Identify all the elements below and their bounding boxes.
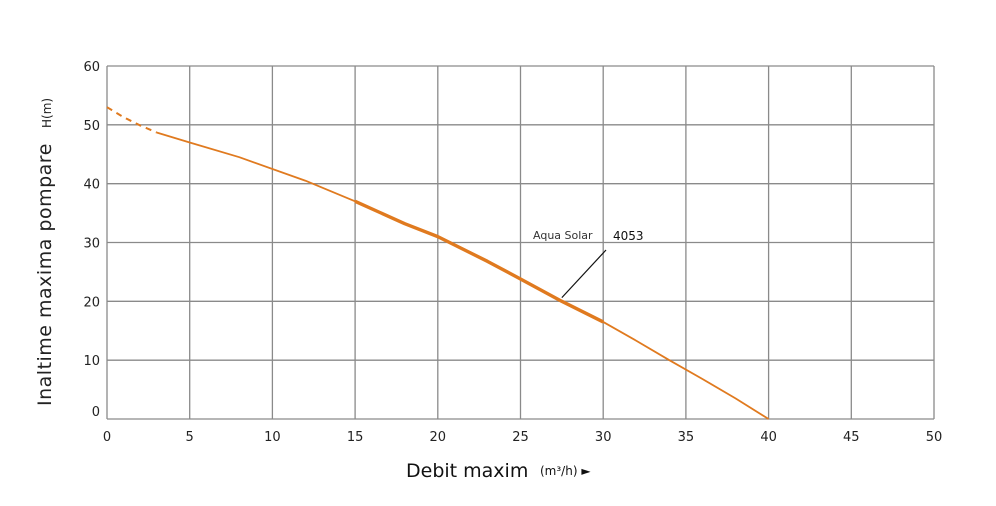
y-axis-ticks: 0 10 20 30 40 50 60: [83, 60, 100, 420]
x-tick-label: 15: [347, 430, 364, 445]
x-tick-label: 20: [430, 430, 447, 445]
y-axis-unit: H(m): [40, 98, 54, 128]
x-tick-label: 30: [595, 430, 612, 445]
series-layer: [106, 106, 770, 420]
x-tick-label: 50: [926, 430, 943, 445]
x-tick-label: 0: [103, 430, 111, 445]
annotation-layer: Aqua Solar 4053: [533, 229, 644, 299]
annotation-series-label: Aqua Solar: [533, 229, 593, 242]
x-tick-label: 5: [186, 430, 194, 445]
y-tick-label: 30: [83, 237, 100, 252]
y-tick-label: 10: [83, 354, 100, 369]
series-line: [156, 131, 770, 420]
x-tick-label: 40: [760, 430, 777, 445]
x-tick-label: 10: [264, 430, 281, 445]
x-tick-label: 35: [678, 430, 695, 445]
y-tick-label: 0: [92, 405, 100, 420]
y-axis-label: Inaltime maxima pompare: [34, 143, 56, 406]
y-tick-label: 50: [83, 119, 100, 134]
x-axis-ticks: 0 5 10 15 20 25 30 35 40 45 50: [103, 430, 942, 445]
y-tick-label: 60: [83, 60, 100, 75]
annotation-pointer-line: [561, 249, 607, 299]
x-tick-label: 45: [843, 430, 860, 445]
x-axis-unit: (m³/h) ►: [540, 464, 591, 478]
series-line-dashed: [106, 106, 158, 134]
x-tick-label: 25: [512, 430, 529, 445]
y-tick-label: 20: [83, 295, 100, 310]
y-tick-label: 40: [83, 178, 100, 193]
grid: [106, 65, 935, 420]
series-line-bold: [354, 199, 604, 324]
x-axis-label: Debit maxim: [406, 460, 528, 482]
annotation-model-label: 4053: [613, 229, 644, 243]
